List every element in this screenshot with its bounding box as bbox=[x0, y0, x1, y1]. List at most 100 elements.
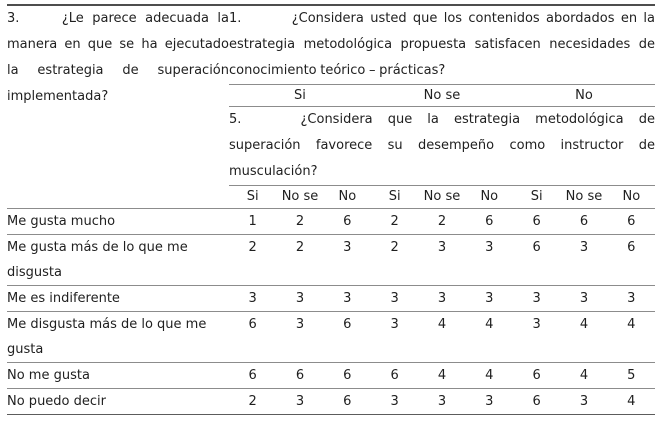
value-cell: 6 bbox=[323, 208, 371, 235]
q1-options-row: Si No se No bbox=[7, 84, 655, 107]
value-cell: 6 bbox=[323, 388, 371, 415]
value-cell: 2 bbox=[370, 208, 419, 235]
question-3-cell: 3. ¿Le parece adecuada la manera en que … bbox=[7, 5, 229, 209]
question-1-line-1: 1. ¿Considera usted que los contenidos a… bbox=[229, 11, 655, 26]
value-cell: 3 bbox=[465, 285, 513, 312]
question-1-number: 1. bbox=[229, 11, 242, 26]
q1-option-no: No bbox=[512, 84, 655, 107]
header-row-q1: 3. ¿Le parece adecuada la manera en que … bbox=[7, 5, 655, 209]
question-3-number: 3. bbox=[7, 11, 20, 26]
value-cell: 4 bbox=[418, 362, 466, 389]
value-cell: 6 bbox=[560, 208, 608, 235]
value-cell: 3 bbox=[512, 311, 561, 363]
value-cell: 3 bbox=[560, 234, 608, 286]
value-cell: 3 bbox=[276, 285, 324, 312]
value-cell: 5 bbox=[607, 362, 655, 389]
value-cell: 6 bbox=[229, 362, 277, 389]
value-cell: 6 bbox=[465, 208, 513, 235]
answer-headers-row: Si No se No Si No se No Si No se No bbox=[7, 185, 655, 209]
value-cell: 2 bbox=[418, 208, 466, 235]
row-label: Me gusta más de lo que me disgusta bbox=[7, 234, 229, 286]
value-cell: 3 bbox=[370, 311, 419, 363]
answer-header-1: Si bbox=[229, 185, 277, 209]
answer-header-3: No bbox=[323, 185, 371, 209]
question-5-cell: 5. ¿Considera que la estrategia metodoló… bbox=[229, 106, 655, 186]
value-cell: 6 bbox=[512, 388, 561, 415]
table-row: Me disgusta más de lo que me gusta 6 3 6… bbox=[7, 311, 655, 363]
answer-header-8: No se bbox=[560, 185, 608, 209]
value-cell: 3 bbox=[323, 285, 371, 312]
answer-header-2: No se bbox=[276, 185, 324, 209]
value-cell: 4 bbox=[607, 388, 655, 415]
value-cell: 6 bbox=[323, 311, 371, 363]
value-cell: 3 bbox=[370, 285, 419, 312]
value-cell: 6 bbox=[229, 311, 277, 363]
value-cell: 3 bbox=[418, 234, 466, 286]
question-5-line-3: musculación? bbox=[229, 164, 318, 179]
q1-option-no-se: No se bbox=[370, 84, 513, 107]
value-cell: 3 bbox=[465, 234, 513, 286]
question-3-line-3: la estrategia de superación bbox=[7, 63, 229, 78]
results-table: 3. ¿Le parece adecuada la manera en que … bbox=[7, 4, 655, 415]
value-cell: 6 bbox=[323, 362, 371, 389]
answer-header-5: No se bbox=[418, 185, 466, 209]
question-1-cell: 1. ¿Considera usted que los contenidos a… bbox=[229, 5, 655, 85]
row-label: Me disgusta más de lo que me gusta bbox=[7, 311, 229, 363]
value-cell: 6 bbox=[512, 362, 561, 389]
table-row: No me gusta 6 6 6 6 4 4 6 4 5 bbox=[7, 362, 655, 389]
row-label: Me es indiferente bbox=[7, 285, 229, 312]
value-cell: 3 bbox=[276, 311, 324, 363]
value-cell: 2 bbox=[229, 234, 277, 286]
value-cell: 3 bbox=[512, 285, 561, 312]
value-cell: 2 bbox=[370, 234, 419, 286]
question-5-line-2: superación favorece su desempeño como in… bbox=[229, 138, 655, 153]
value-cell: 4 bbox=[418, 311, 466, 363]
value-cell: 1 bbox=[229, 208, 277, 235]
question-3-line-1: 3. ¿Le parece adecuada la bbox=[7, 11, 229, 26]
value-cell: 6 bbox=[512, 234, 561, 286]
question-3-line-4: implementada? bbox=[7, 89, 109, 104]
table-row: Me gusta más de lo que me disgusta 2 2 3… bbox=[7, 234, 655, 286]
question-5-line-1: 5. ¿Considera que la estrategia metodoló… bbox=[229, 112, 655, 127]
value-cell: 3 bbox=[560, 285, 608, 312]
value-cell: 6 bbox=[607, 208, 655, 235]
value-cell: 2 bbox=[276, 208, 324, 235]
value-cell: 6 bbox=[512, 208, 561, 235]
question-3-line-2: manera en que se ha ejecutado bbox=[7, 37, 229, 52]
question-1-line-3: conocimiento teórico – prácticas? bbox=[229, 63, 446, 78]
value-cell: 3 bbox=[370, 388, 419, 415]
value-cell: 3 bbox=[418, 285, 466, 312]
table-row: Me es indiferente 3 3 3 3 3 3 3 3 3 bbox=[7, 285, 655, 312]
question-1-line-2: estrategia metodológica propuesta satisf… bbox=[229, 37, 655, 52]
answer-header-6: No bbox=[465, 185, 513, 209]
value-cell: 2 bbox=[229, 388, 277, 415]
value-cell: 6 bbox=[370, 362, 419, 389]
answer-header-9: No bbox=[607, 185, 655, 209]
value-cell: 3 bbox=[323, 234, 371, 286]
question-5-number: 5. bbox=[229, 112, 242, 127]
value-cell: 3 bbox=[229, 285, 277, 312]
value-cell: 4 bbox=[465, 362, 513, 389]
answer-header-4: Si bbox=[370, 185, 419, 209]
value-cell: 3 bbox=[418, 388, 466, 415]
row-label: Me gusta mucho bbox=[7, 208, 229, 235]
value-cell: 4 bbox=[607, 311, 655, 363]
q1-option-si: Si bbox=[229, 84, 371, 107]
value-cell: 4 bbox=[560, 362, 608, 389]
value-cell: 2 bbox=[276, 234, 324, 286]
value-cell: 3 bbox=[607, 285, 655, 312]
row-label: No me gusta bbox=[7, 362, 229, 389]
value-cell: 3 bbox=[276, 388, 324, 415]
answer-header-7: Si bbox=[512, 185, 561, 209]
value-cell: 3 bbox=[465, 388, 513, 415]
value-cell: 6 bbox=[276, 362, 324, 389]
value-cell: 6 bbox=[607, 234, 655, 286]
value-cell: 4 bbox=[560, 311, 608, 363]
header-row-q5: 5. ¿Considera que la estrategia metodoló… bbox=[7, 106, 655, 186]
table-row: No puedo decir 2 3 6 3 3 3 6 3 4 bbox=[7, 388, 655, 415]
row-label: No puedo decir bbox=[7, 388, 229, 415]
value-cell: 4 bbox=[465, 311, 513, 363]
table-row: Me gusta mucho 1 2 6 2 2 6 6 6 6 bbox=[7, 208, 655, 235]
value-cell: 3 bbox=[560, 388, 608, 415]
